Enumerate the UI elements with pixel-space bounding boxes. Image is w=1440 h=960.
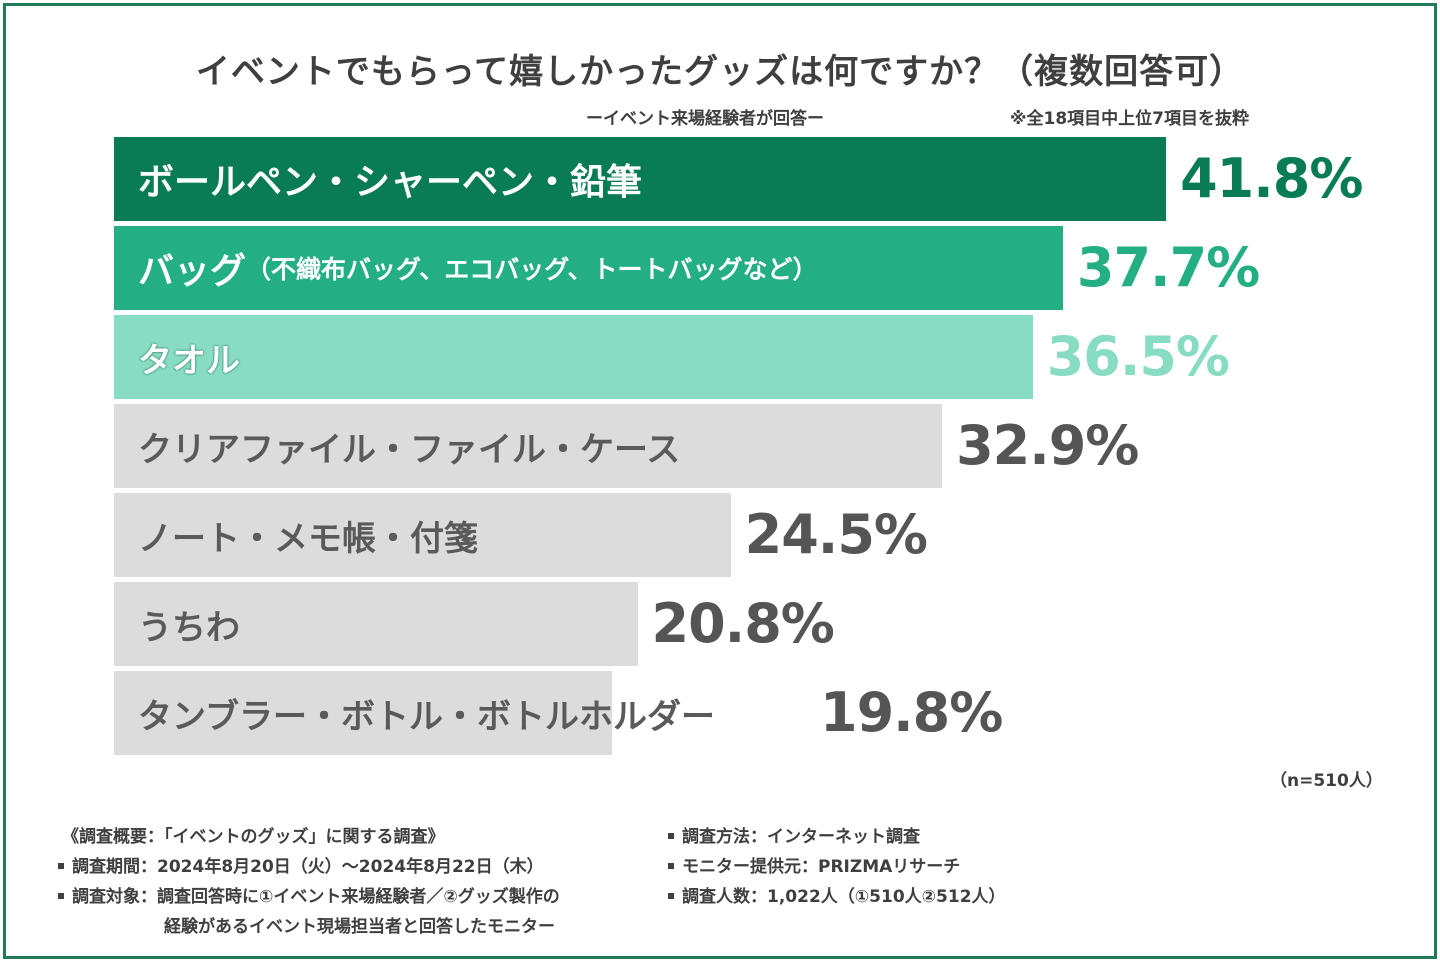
chart-title: イベントでもらって嬉しかったグッズは何ですか？（複数回答可） [195, 52, 1245, 92]
survey-provider: モニター提供元：PRIZMAリサーチ [668, 852, 960, 877]
bar-value-7: 19.8% [820, 681, 1003, 744]
bar-value-2: 37.7% [1076, 236, 1260, 299]
survey-period-text: 調査期間：2024年8月20日（火）〜2024年8月22日（木） [72, 857, 544, 877]
bullet-icon [58, 862, 64, 869]
survey-count-text: 調査人数：1,022人（①510人②512人） [682, 887, 1006, 907]
bar-5 [114, 493, 731, 577]
bar-label-2: バッグ （不織布バッグ、エコバッグ、トートバッグなど） [138, 251, 818, 292]
bar-value-5: 24.5% [744, 503, 928, 566]
bar-1 [114, 137, 1167, 221]
survey-target-text: 調査対象：調査回答時に①イベント来場経験者／②グッズ製作の [72, 887, 560, 907]
bar-7 [114, 671, 613, 755]
chart-subtitle: ーイベント来場経験者が回答ー [586, 109, 824, 129]
survey-method-text: 調査方法：インターネット調査 [682, 827, 920, 847]
sample-size-note: （n=510人） [1270, 771, 1383, 791]
survey-provider-text: モニター提供元：PRIZMAリサーチ [682, 857, 961, 877]
survey-target: 調査対象：調査回答時に①イベント来場経験者／②グッズ製作の [58, 882, 560, 907]
survey-method: 調査方法：インターネット調査 [668, 822, 920, 847]
bar-label-5: ノート・メモ帳・付箋 [138, 518, 478, 559]
bar-4 [114, 404, 943, 488]
bar-value-3: 36.5% [1046, 325, 1230, 388]
bar-label-7: タンブラー・ボトル・ボトルホルダー [138, 696, 715, 737]
bar-label-3: タオル [138, 340, 240, 381]
bullet-icon [58, 892, 64, 899]
bar-2 [114, 226, 1063, 310]
survey-target-continued: 経験があるイベント現場担当者と回答したモニター [164, 917, 555, 937]
bullet-icon [668, 832, 674, 839]
bar-3 [114, 315, 1033, 399]
chart-note: ※全18項目中上位7項目を抜粋 [1010, 109, 1250, 129]
bullet-icon [668, 862, 674, 869]
bar-label-4: クリアファイル・ファイル・ケース [138, 429, 681, 470]
bar-value-4: 32.9% [956, 414, 1139, 477]
bar-value-1: 41.8% [1180, 147, 1363, 210]
bar-label-1: ボールペン・シャーペン・鉛筆 [138, 162, 643, 203]
bar-6 [114, 582, 638, 666]
bullet-icon [668, 892, 674, 899]
survey-count: 調査人数：1,022人（①510人②512人） [668, 882, 1006, 907]
bar-label-6: うちわ [138, 607, 240, 648]
survey-period: 調査期間：2024年8月20日（火）〜2024年8月22日（木） [58, 852, 544, 877]
survey-outline: 《調査概要：「イベントのグッズ」に関する調査》 [62, 827, 445, 847]
bar-value-6: 20.8% [651, 592, 835, 655]
